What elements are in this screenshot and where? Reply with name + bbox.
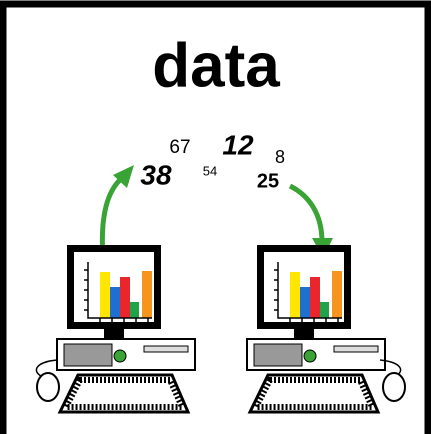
title: data <box>152 31 280 100</box>
floating-number: 12 <box>222 129 254 160</box>
bar <box>310 277 320 318</box>
bar <box>332 271 342 318</box>
floating-number: 38 <box>140 159 172 190</box>
bar <box>130 302 139 318</box>
power-button <box>114 350 126 362</box>
drive-panel <box>254 344 302 366</box>
illustration: data 67 12 8 38 54 25 <box>0 0 431 434</box>
floating-number: 8 <box>275 147 285 167</box>
bar <box>320 302 329 318</box>
drive-slot <box>334 346 378 352</box>
floating-number: 67 <box>169 137 190 158</box>
mouse <box>383 373 405 401</box>
monitor-stand <box>104 329 124 338</box>
bar <box>142 271 152 318</box>
page: {"title": "data", "numbers": ["67", "12"… <box>0 0 431 434</box>
bar <box>110 287 120 318</box>
drive-panel <box>64 344 112 366</box>
power-button <box>304 350 316 362</box>
bar <box>120 277 130 318</box>
mouse <box>37 373 59 401</box>
bar <box>300 287 310 318</box>
drive-slot <box>144 346 188 352</box>
bar <box>100 272 110 318</box>
floating-number: 54 <box>203 163 217 178</box>
monitor-stand <box>294 329 314 338</box>
floating-number: 25 <box>257 170 279 192</box>
bar <box>290 272 300 318</box>
